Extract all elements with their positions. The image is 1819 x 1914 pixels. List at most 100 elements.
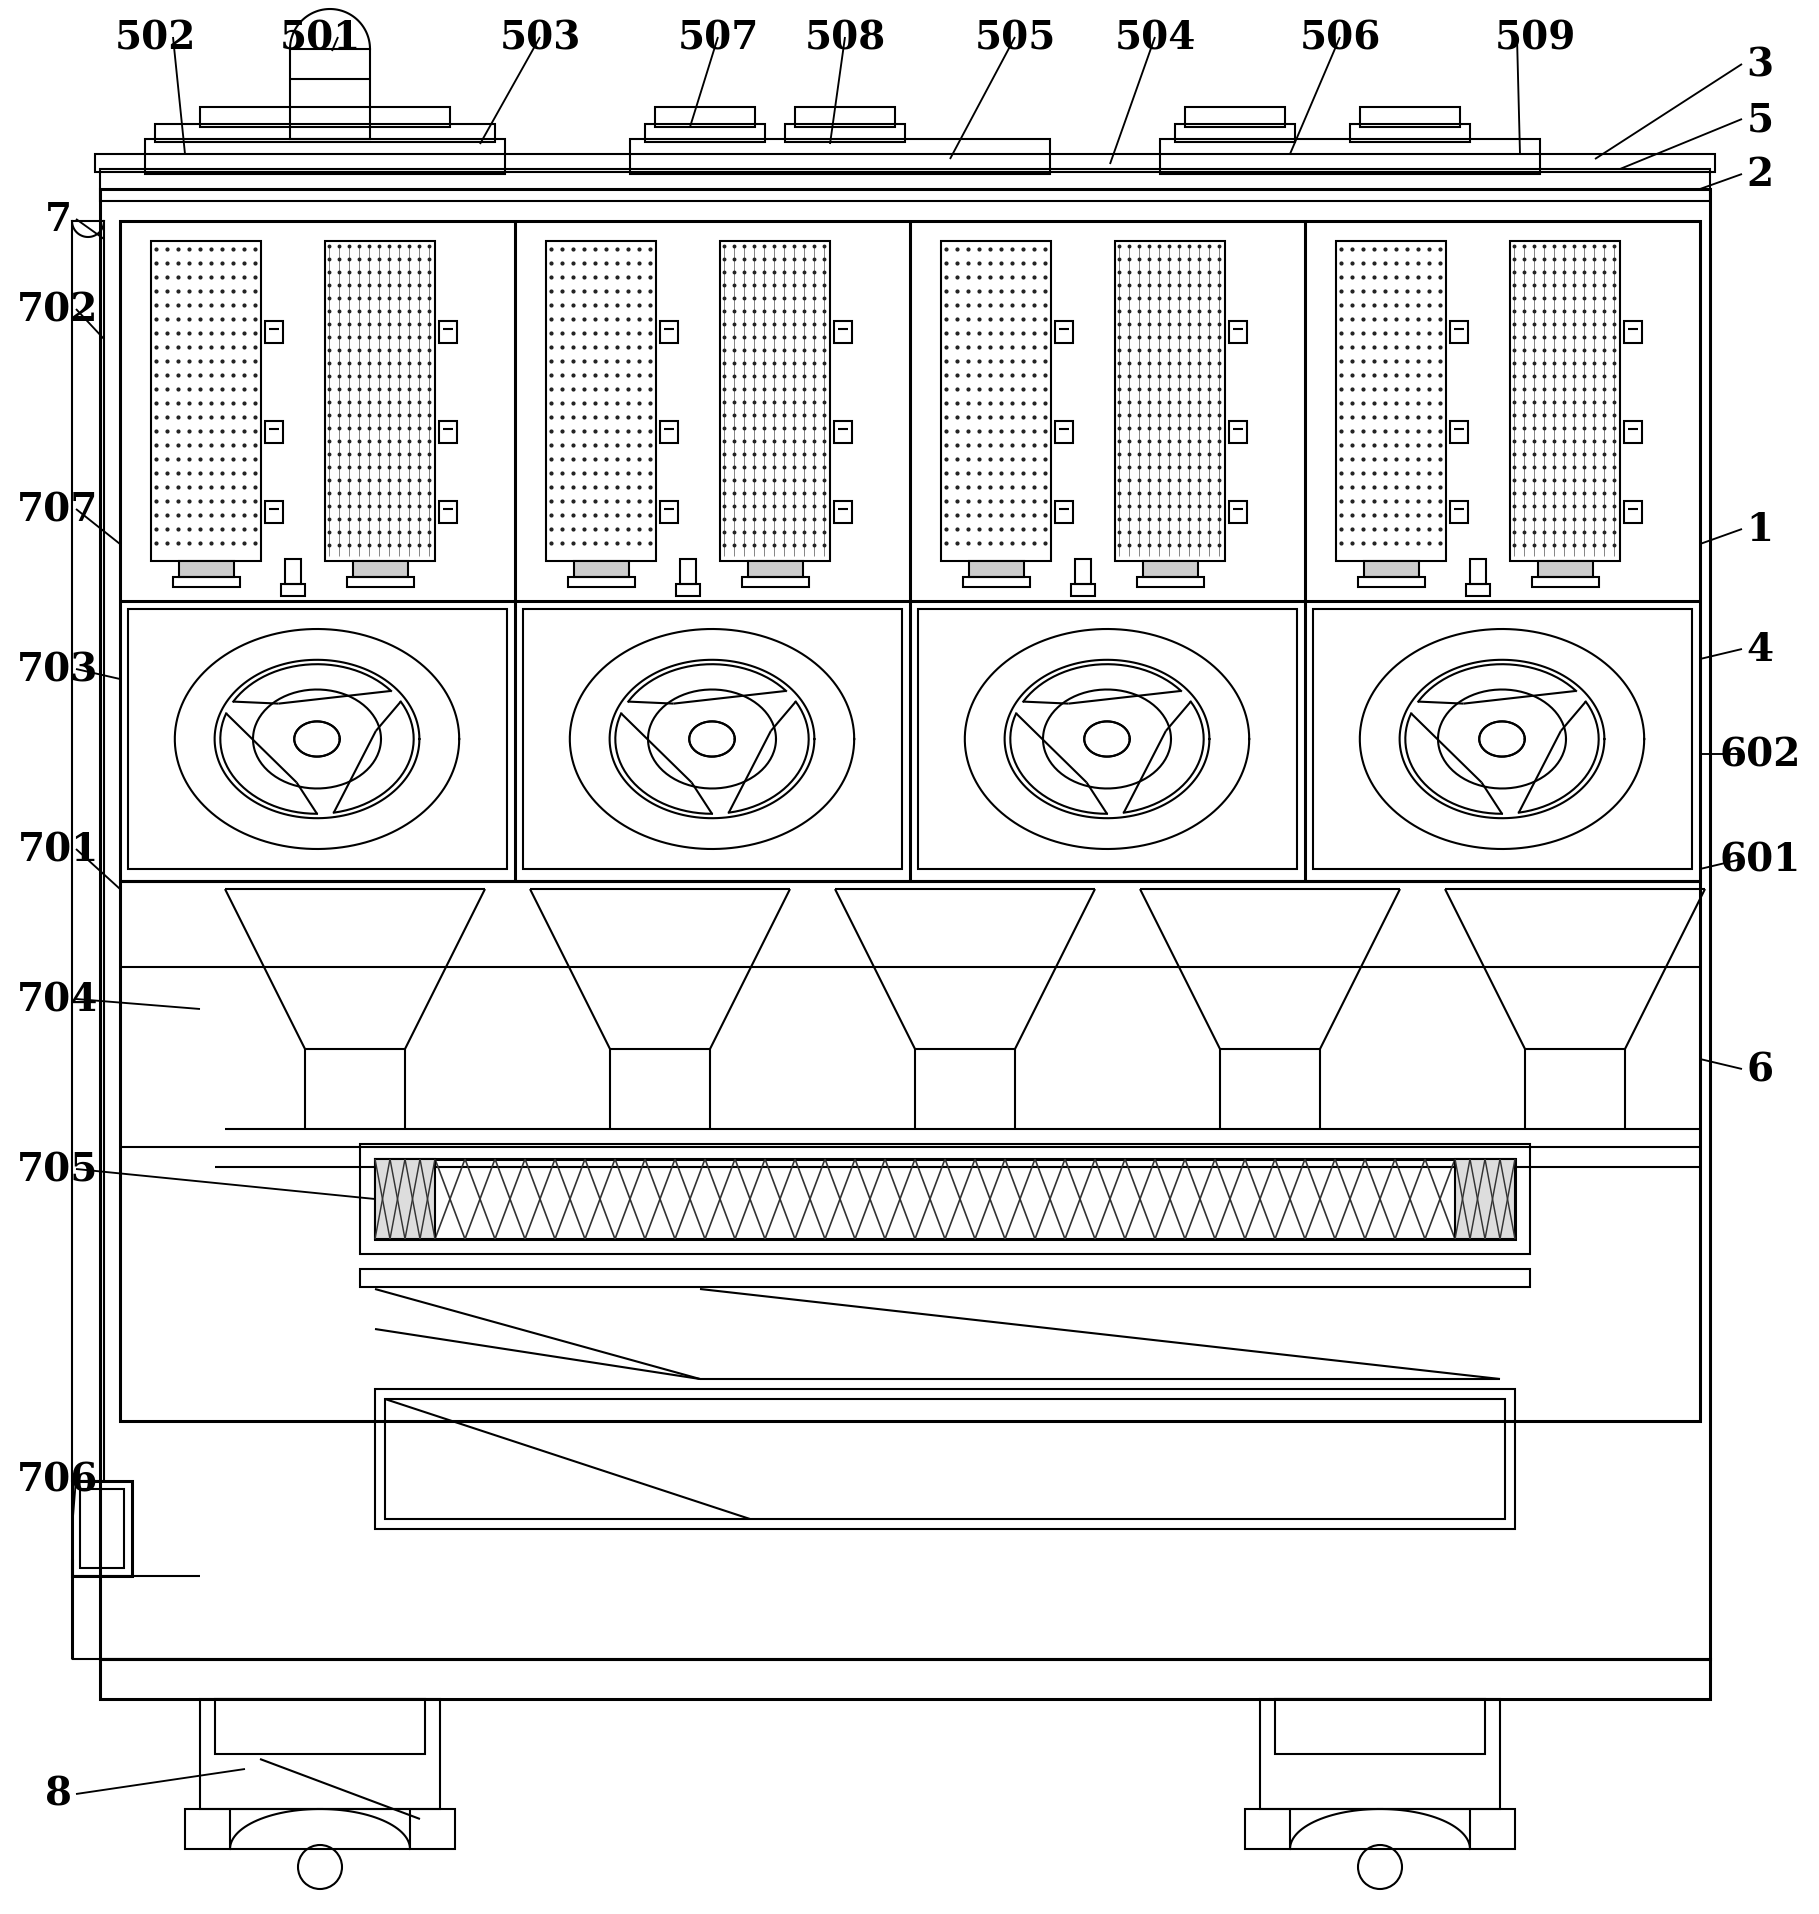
Bar: [1361, 107, 1461, 128]
Bar: [178, 561, 235, 578]
Text: 702: 702: [18, 291, 98, 329]
Bar: [386, 1399, 1504, 1520]
Bar: [646, 124, 766, 144]
Bar: [146, 140, 506, 174]
Bar: [1230, 501, 1248, 524]
Bar: [1261, 1700, 1501, 1809]
Bar: [286, 559, 300, 584]
Bar: [786, 124, 906, 144]
Bar: [375, 1160, 1515, 1240]
Bar: [1350, 124, 1470, 144]
Bar: [748, 561, 802, 578]
Bar: [360, 1269, 1530, 1288]
Bar: [1055, 322, 1073, 345]
Bar: [546, 241, 657, 561]
Bar: [1184, 107, 1284, 128]
Bar: [1275, 1700, 1484, 1753]
Bar: [677, 584, 700, 597]
Text: 701: 701: [18, 831, 98, 869]
Bar: [1055, 421, 1073, 444]
Bar: [438, 322, 457, 345]
Text: 502: 502: [115, 19, 196, 57]
Bar: [347, 578, 415, 588]
Bar: [266, 322, 284, 345]
Bar: [1466, 584, 1490, 597]
Text: 501: 501: [280, 19, 360, 57]
Bar: [833, 322, 851, 345]
Text: 1: 1: [1746, 511, 1774, 549]
Bar: [940, 241, 1051, 561]
Bar: [1510, 241, 1621, 561]
Bar: [1161, 140, 1541, 174]
Text: 504: 504: [1115, 19, 1195, 57]
Bar: [100, 170, 1710, 201]
Bar: [280, 584, 306, 597]
Bar: [1470, 559, 1486, 584]
Bar: [629, 140, 1050, 174]
Bar: [1624, 322, 1643, 345]
Text: 707: 707: [18, 490, 98, 528]
Text: 4: 4: [1746, 632, 1774, 668]
Bar: [1624, 421, 1643, 444]
Bar: [266, 501, 284, 524]
Bar: [1313, 611, 1692, 869]
Bar: [660, 322, 678, 345]
Text: 7: 7: [44, 201, 71, 239]
Bar: [73, 222, 104, 1481]
Ellipse shape: [1084, 722, 1130, 758]
Text: 507: 507: [677, 19, 759, 57]
Bar: [962, 578, 1030, 588]
Bar: [1532, 578, 1599, 588]
Bar: [289, 50, 369, 140]
Text: 703: 703: [18, 651, 98, 689]
Bar: [360, 1145, 1530, 1254]
Bar: [73, 1481, 133, 1575]
Ellipse shape: [689, 722, 735, 758]
Bar: [524, 611, 902, 869]
Text: 506: 506: [1299, 19, 1381, 57]
Bar: [266, 421, 284, 444]
Text: 509: 509: [1495, 19, 1575, 57]
Bar: [438, 501, 457, 524]
Bar: [326, 241, 435, 561]
Bar: [120, 222, 1701, 882]
Bar: [100, 189, 1710, 1659]
Text: 508: 508: [804, 19, 886, 57]
Bar: [1230, 421, 1248, 444]
Bar: [655, 107, 755, 128]
Bar: [1244, 1809, 1515, 1849]
Bar: [970, 561, 1024, 578]
Bar: [120, 882, 1701, 1422]
Text: 3: 3: [1746, 46, 1774, 84]
Bar: [95, 155, 1715, 172]
Bar: [173, 578, 240, 588]
Bar: [575, 561, 629, 578]
Bar: [375, 1390, 1515, 1529]
Bar: [1624, 501, 1643, 524]
Bar: [1359, 578, 1424, 588]
Bar: [1450, 501, 1468, 524]
Bar: [1450, 421, 1468, 444]
Bar: [155, 124, 495, 144]
Text: 704: 704: [18, 980, 98, 1018]
Bar: [438, 421, 457, 444]
Bar: [1450, 322, 1468, 345]
Bar: [1071, 584, 1095, 597]
Text: 8: 8: [44, 1774, 71, 1813]
Bar: [919, 611, 1297, 869]
Bar: [375, 1160, 435, 1240]
Bar: [720, 241, 829, 561]
Bar: [795, 107, 895, 128]
Text: 505: 505: [975, 19, 1055, 57]
Bar: [833, 421, 851, 444]
Bar: [1364, 561, 1419, 578]
Text: 2: 2: [1746, 155, 1774, 193]
Bar: [215, 1700, 426, 1753]
Bar: [200, 107, 449, 128]
Bar: [568, 578, 635, 588]
Text: 6: 6: [1746, 1051, 1774, 1089]
Bar: [151, 241, 260, 561]
Text: 503: 503: [498, 19, 580, 57]
Bar: [1175, 124, 1295, 144]
Bar: [1455, 1160, 1515, 1240]
